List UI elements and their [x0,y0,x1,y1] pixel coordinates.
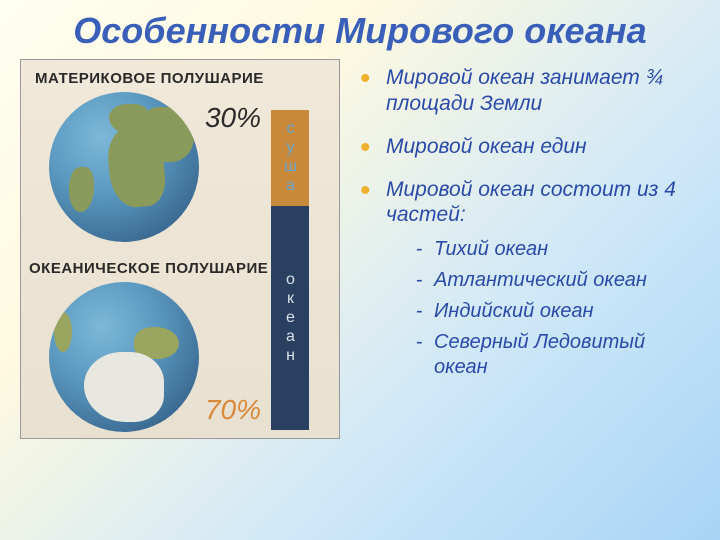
sub-bullet-list: Тихий океан Атлантический океан Индийски… [386,237,700,380]
bar-land-segment: суша [271,110,309,206]
bullet-panel: Мировой океан занимает ¾ площади Земли М… [358,59,700,439]
bullet-item: Мировой океан занимает ¾ площади Земли [358,65,700,115]
bullet-item: Мировой океан един [358,134,700,159]
bar-ocean-segment: океан [271,206,309,430]
bullet-item: Мировой океан состоит из 4 частей: Тихий… [358,177,700,380]
content-row: МАТЕРИКОВОЕ ПОЛУШАРИЕ 30% ОКЕАНИЧЕСКОЕ П… [0,59,720,439]
sub-bullet-item: Северный Ледовитый океан [386,330,700,380]
globe-continental [49,92,199,242]
sub-bullet-item: Индийский океан [386,299,700,324]
bar-land-label: суша [281,120,299,196]
land-ocean-bar: суша океан [271,110,309,430]
land-percentage: 30% [205,102,261,134]
ocean-percentage: 70% [205,394,261,426]
continental-hemisphere-label: МАТЕРИКОВОЕ ПОЛУШАРИЕ [35,70,264,87]
bullet-list: Мировой океан занимает ¾ площади Земли М… [358,65,700,380]
globe-oceanic [49,282,199,432]
sub-bullet-item: Атлантический океан [386,268,700,293]
sub-bullet-item: Тихий океан [386,237,700,262]
slide-title: Особенности Мирового океана [0,0,720,59]
bullet-item-label: Мировой океан состоит из 4 частей: [386,178,676,226]
bar-ocean-label: океан [281,271,299,366]
oceanic-hemisphere-label: ОКЕАНИЧЕСКОЕ ПОЛУШАРИЕ [29,260,268,277]
hemisphere-figure: МАТЕРИКОВОЕ ПОЛУШАРИЕ 30% ОКЕАНИЧЕСКОЕ П… [20,59,340,439]
